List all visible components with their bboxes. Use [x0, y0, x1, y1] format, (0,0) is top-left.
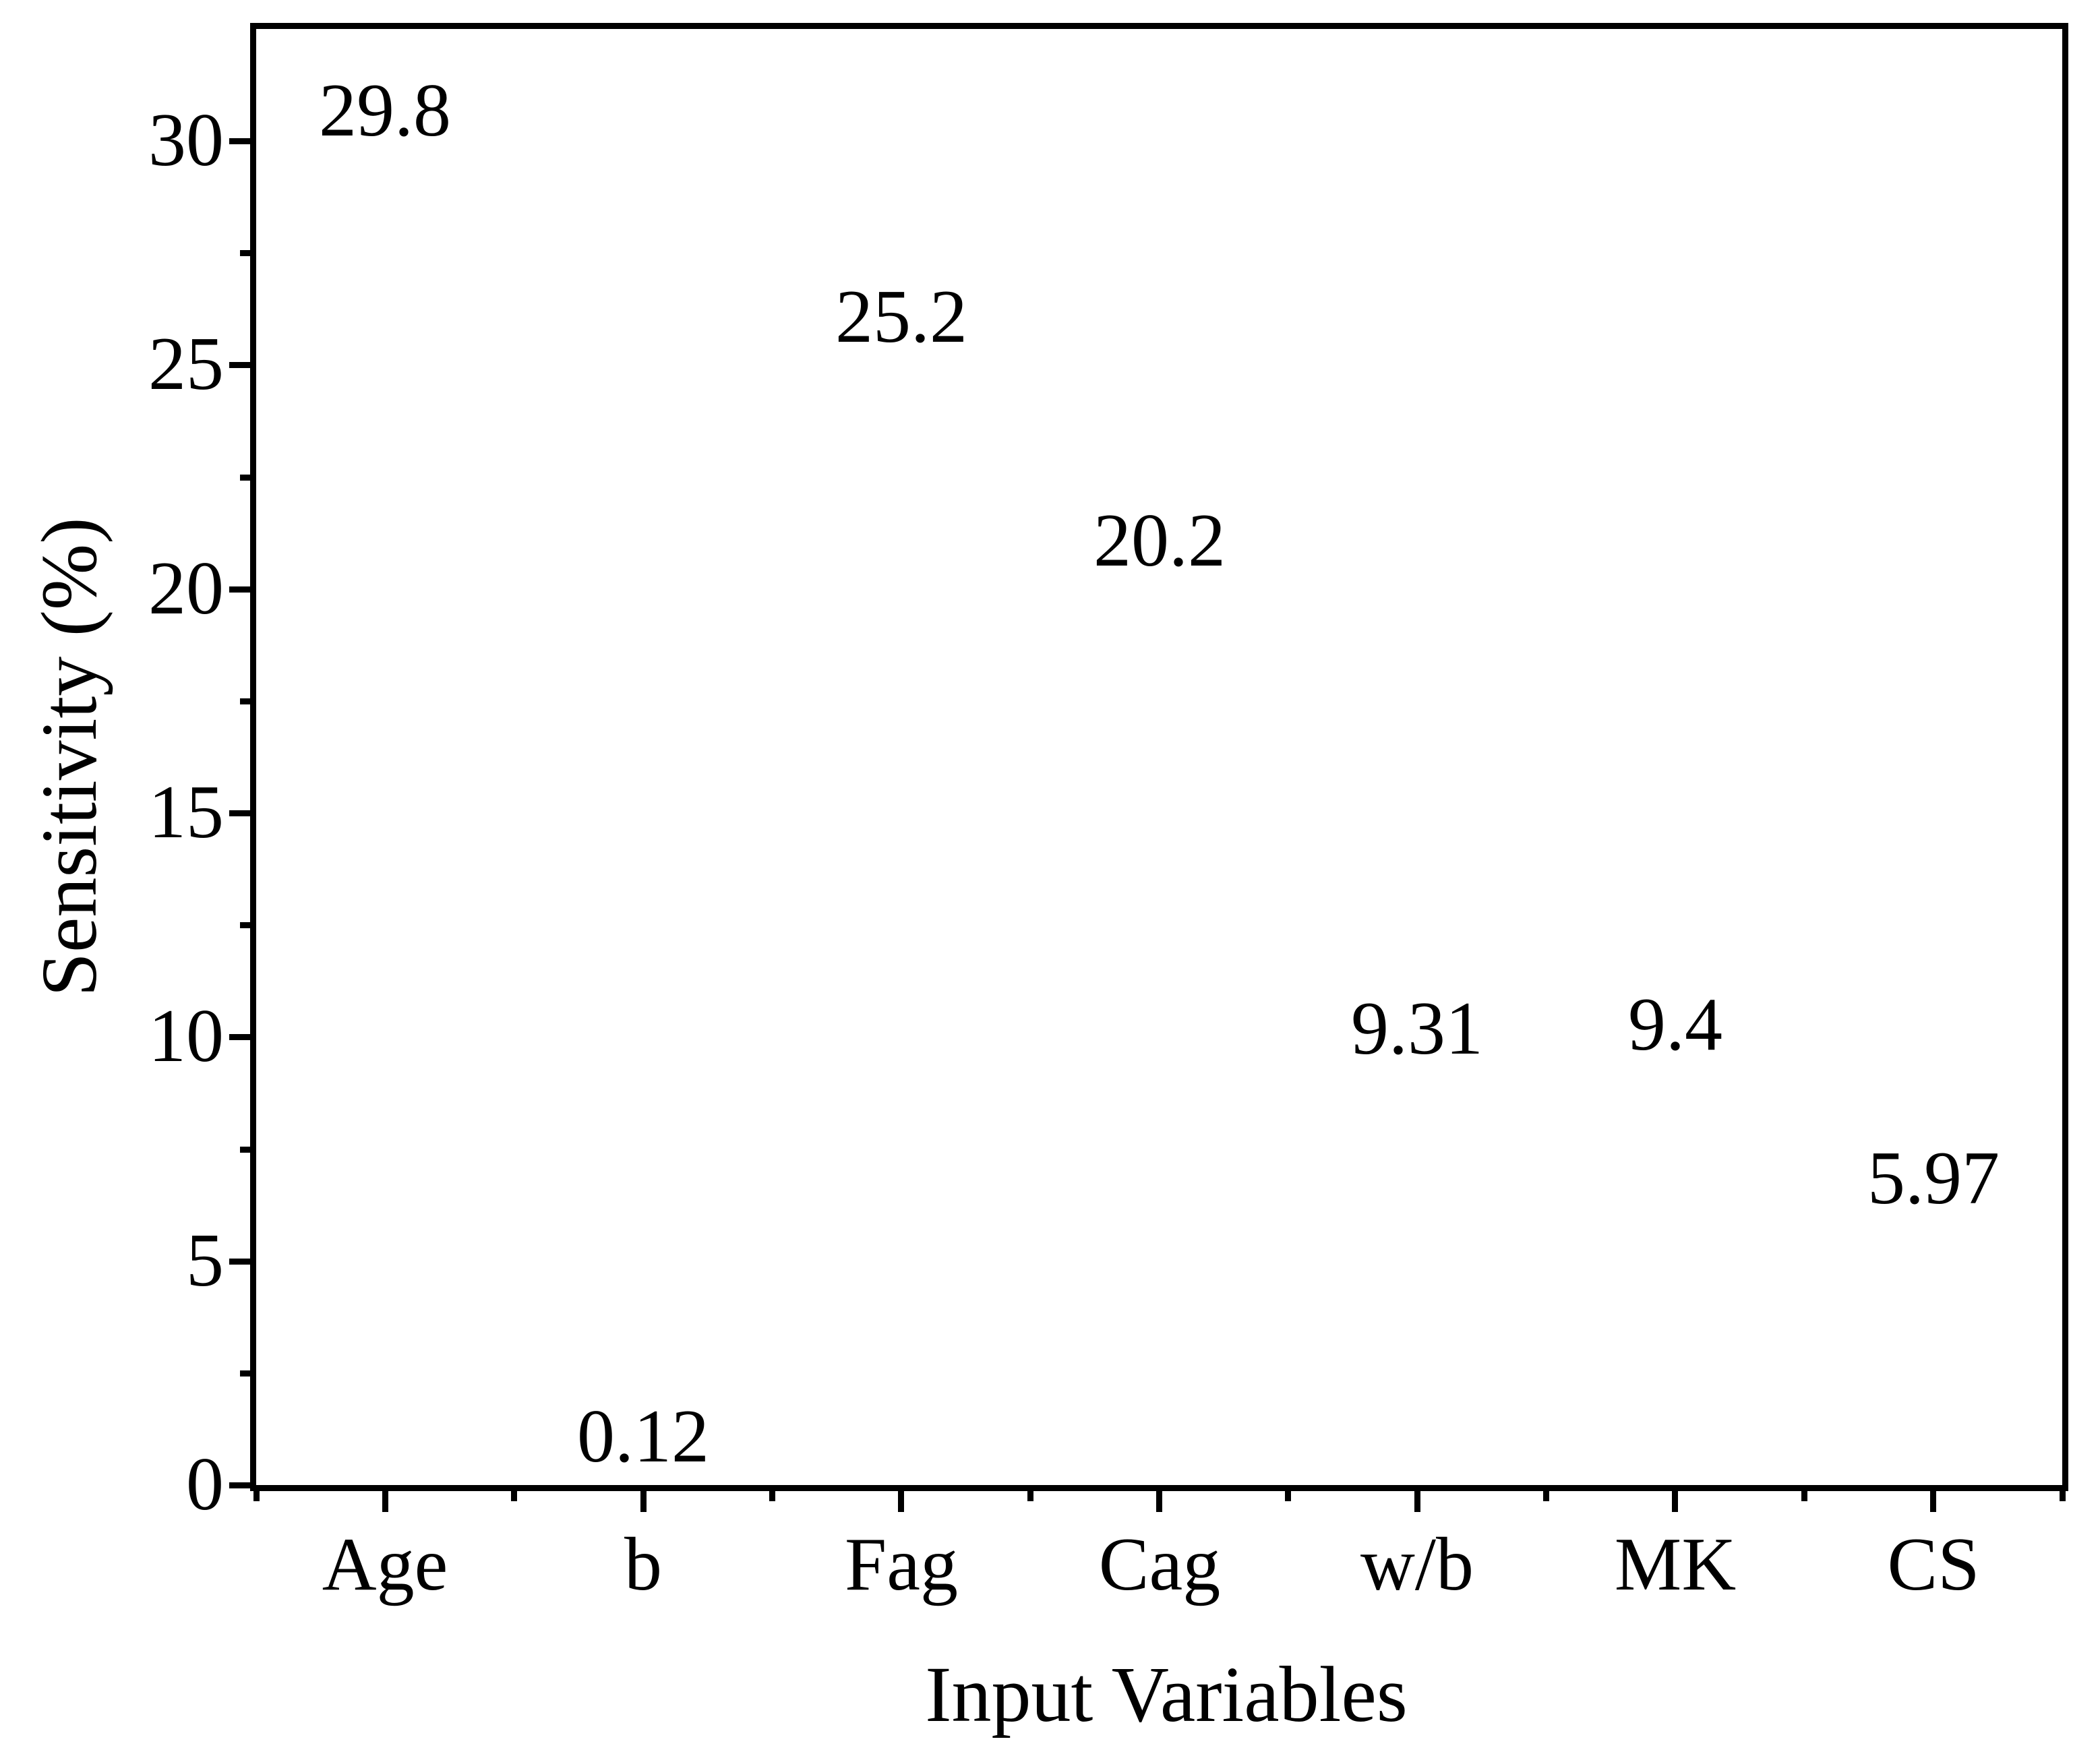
x-minor-tick	[2060, 1485, 2066, 1501]
y-minor-tick	[240, 698, 256, 704]
y-tick-label: 30	[148, 98, 224, 182]
y-major-tick	[229, 1482, 256, 1488]
y-tick-label: 10	[148, 994, 224, 1078]
y-tick-label: 5	[186, 1219, 224, 1302]
x-category-label: MK	[1614, 1523, 1737, 1606]
y-minor-tick	[240, 1147, 256, 1153]
y-axis-title: Sensitivity (%)	[25, 517, 113, 997]
x-minor-tick	[253, 1485, 260, 1501]
x-minor-tick	[1801, 1485, 1807, 1501]
y-tick-label: 15	[148, 770, 224, 854]
x-major-tick	[1672, 1485, 1678, 1512]
y-minor-tick	[240, 250, 256, 256]
x-minor-tick	[1285, 1485, 1291, 1501]
y-tick-label: 0	[186, 1443, 224, 1526]
x-minor-tick	[1543, 1485, 1549, 1501]
y-major-tick	[229, 810, 256, 816]
x-major-tick	[1156, 1485, 1162, 1512]
y-minor-tick	[240, 1370, 256, 1377]
y-major-tick	[229, 362, 256, 368]
x-category-label: CS	[1887, 1523, 1980, 1606]
x-category-label: Age	[322, 1523, 448, 1606]
x-major-tick	[1414, 1485, 1420, 1512]
x-category-label: w/b	[1360, 1523, 1474, 1606]
bar-value-label: 9.4	[1628, 983, 1722, 1066]
y-major-tick	[229, 1034, 256, 1040]
plot-frame	[250, 23, 2068, 1491]
x-minor-tick	[769, 1485, 775, 1501]
x-major-tick	[1930, 1485, 1936, 1512]
bar-value-label: 29.8	[319, 69, 451, 152]
y-tick-label: 20	[148, 547, 224, 630]
x-category-label: b	[624, 1523, 662, 1606]
x-axis-title: Input Variables	[925, 1650, 1408, 1738]
y-minor-tick	[240, 475, 256, 481]
x-major-tick	[640, 1485, 647, 1512]
y-major-tick	[229, 586, 256, 593]
x-major-tick	[382, 1485, 388, 1512]
x-major-tick	[898, 1485, 904, 1512]
x-minor-tick	[511, 1485, 517, 1501]
bar-value-label: 25.2	[835, 275, 967, 359]
bar-value-label: 5.97	[1867, 1137, 2000, 1220]
x-minor-tick	[1027, 1485, 1033, 1501]
bar-value-label: 0.12	[577, 1395, 709, 1478]
y-major-tick	[229, 138, 256, 144]
x-category-label: Fag	[845, 1523, 958, 1606]
bar-value-label: 9.31	[1351, 987, 1483, 1070]
y-major-tick	[229, 1259, 256, 1265]
bar-value-label: 20.2	[1093, 499, 1226, 582]
y-minor-tick	[240, 922, 256, 928]
x-category-label: Cag	[1098, 1523, 1221, 1606]
y-tick-label: 25	[148, 322, 224, 406]
